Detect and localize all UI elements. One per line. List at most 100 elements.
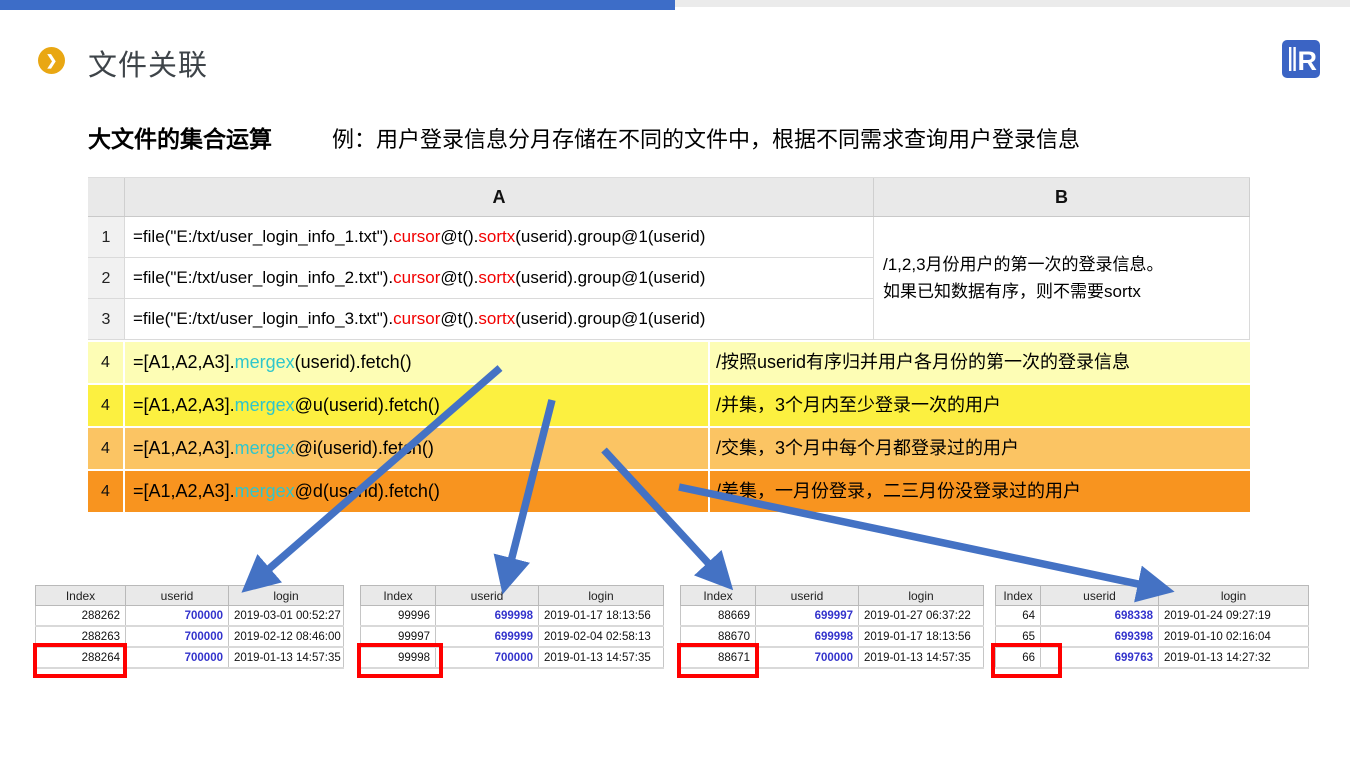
index-cell: 99998 — [360, 646, 436, 669]
table-row: 66 699763 2019-01-13 14:27:32 — [995, 646, 1309, 669]
login-cell: 2019-01-10 02:16:04 — [1158, 625, 1309, 648]
topbar-accent-bar — [0, 0, 675, 10]
code-token: sortx — [478, 227, 516, 246]
spreadsheet-header-row: A B — [88, 177, 1250, 217]
page-title: 文件关联 — [88, 50, 209, 82]
index-cell: 99996 — [360, 605, 436, 627]
highlight-box — [357, 643, 443, 678]
spreadsheet-row: 2 =file("E:/txt/user_login_info_2.txt").c… — [88, 258, 1250, 299]
highlight-box — [991, 643, 1062, 678]
code-token: =[A1,A2,A3]. — [133, 481, 235, 501]
code-token: =[A1,A2,A3]. — [133, 352, 235, 372]
column-header-a: A — [125, 178, 874, 216]
result-table-grid: Index userid login 288262 700000 2019-03-01 0… — [35, 585, 344, 669]
code-token: mergex — [234, 395, 295, 415]
code-token: @i(userid).fetch() — [294, 438, 434, 458]
row-number-cell: 1 — [88, 217, 125, 258]
index-cell: 66 — [995, 646, 1041, 669]
index-cell: 88669 — [680, 605, 756, 627]
code-token: mergex — [234, 438, 295, 458]
login-cell: 2019-01-13 14:57:35 — [538, 646, 664, 669]
table-row: 65 699398 2019-01-10 02:16:04 — [995, 625, 1309, 648]
highlight-box — [677, 643, 759, 678]
chevron-circle-icon: ❯ — [38, 47, 65, 74]
code-token: (userid).group@1(userid) — [515, 268, 706, 287]
login-cell: 2019-01-24 09:27:19 — [1158, 605, 1309, 627]
code-spreadsheet: A B 1 =file("E:/txt/user_login_info_1.txt… — [88, 177, 1250, 512]
table-row: 288264 700000 2019-01-13 14:57:35 — [35, 646, 344, 669]
table-row: 99998 700000 2019-01-13 14:57:35 — [360, 646, 664, 669]
result-table-grid: Index userid login 88669 699997 2019-01-27 06… — [680, 585, 984, 669]
row-number-cell: 3 — [88, 299, 125, 340]
code-cell: =[A1,A2,A3].mergex(userid).fetch() — [125, 342, 710, 383]
code-token: mergex — [234, 481, 295, 501]
table-row: 99997 699999 2019-02-04 02:58:13 — [360, 625, 664, 648]
code-token: @t(). — [440, 309, 479, 328]
comment-cell: /并集，3个月内至少登录一次的用户 — [716, 395, 1002, 415]
userid-cell: 700000 — [125, 625, 229, 648]
code-cell: =file("E:/txt/user_login_info_1.txt").cu… — [125, 217, 874, 258]
code-token: =file("E:/txt/user_login_info_1.txt"). — [133, 227, 394, 246]
userid-cell: 699998 — [435, 605, 539, 627]
userid-cell: 699763 — [1040, 646, 1159, 669]
login-cell: 2019-03-01 00:52:27 — [228, 605, 344, 627]
code-token: =[A1,A2,A3]. — [133, 438, 235, 458]
login-cell: 2019-01-13 14:27:32 — [1158, 646, 1309, 669]
code-token: @u(userid).fetch() — [294, 395, 440, 415]
login-cell: 2019-01-13 14:57:35 — [228, 646, 344, 669]
column-header-b: B — [874, 178, 1250, 216]
login-cell: 2019-01-27 06:37:22 — [858, 605, 984, 627]
bottom-rows-group: 4 =[A1,A2,A3].mergex(userid).fetch()/按照us… — [88, 342, 1250, 512]
index-cell: 64 — [995, 605, 1041, 627]
row-number-cell: 4 — [88, 428, 125, 469]
login-cell: 2019-01-17 18:13:56 — [538, 605, 664, 627]
table-header-row: Index userid login — [35, 585, 344, 606]
table-row: 88669 699997 2019-01-27 06:37:22 — [680, 605, 984, 627]
spreadsheet-row: 4 =[A1,A2,A3].mergex@d(userid).fetch()/差集… — [88, 471, 1250, 512]
code-token: cursor — [393, 309, 441, 328]
table-header-row: Index userid login — [680, 585, 984, 606]
code-token: sortx — [478, 309, 516, 328]
spreadsheet-row: 3 =file("E:/txt/user_login_info_3.txt").c… — [88, 299, 1250, 340]
spreadsheet-row: 1 =file("E:/txt/user_login_info_1.txt").c… — [88, 217, 1250, 258]
login-cell: 2019-01-17 18:13:56 — [858, 625, 984, 648]
spreadsheet-row: 4 =[A1,A2,A3].mergex@u(userid).fetch()/并集… — [88, 385, 1250, 426]
note-line: 如果已知数据有序，则不需要sortx — [883, 282, 1141, 301]
code-cell: =file("E:/txt/user_login_info_3.txt").cu… — [125, 299, 874, 340]
index-cell: 288264 — [35, 646, 126, 669]
column-header: Index — [360, 585, 436, 606]
table-header-row: Index userid login — [360, 585, 664, 606]
result-table: Index userid login 99996 699998 2019-01-17 18… — [360, 585, 664, 669]
code-token: =file("E:/txt/user_login_info_3.txt"). — [133, 309, 394, 328]
column-header: Index — [35, 585, 126, 606]
row-number-cell: 4 — [88, 385, 125, 426]
table-row: 288263 700000 2019-02-12 08:46:00 — [35, 625, 344, 648]
code-token: @d(userid).fetch() — [294, 481, 440, 501]
userid-cell: 699398 — [1040, 625, 1159, 648]
column-header: Index — [680, 585, 756, 606]
column-header: userid — [755, 585, 859, 606]
spreadsheet-row: 4 =[A1,A2,A3].mergex@i(userid).fetch()/交集… — [88, 428, 1250, 469]
userid-cell: 700000 — [125, 646, 229, 669]
userid-cell: 699999 — [435, 625, 539, 648]
column-header: login — [1158, 585, 1309, 606]
code-token: (userid).group@1(userid) — [515, 227, 706, 246]
code-token: cursor — [393, 227, 441, 246]
login-cell: 2019-02-04 02:58:13 — [538, 625, 664, 648]
code-token: sortx — [478, 268, 516, 287]
userid-cell: 700000 — [125, 605, 229, 627]
column-header: userid — [125, 585, 229, 606]
column-header: login — [538, 585, 664, 606]
userid-cell: 698338 — [1040, 605, 1159, 627]
userid-cell: 699997 — [755, 605, 859, 627]
index-cell: 288262 — [35, 605, 126, 627]
highlight-box — [33, 643, 127, 678]
column-header: userid — [435, 585, 539, 606]
svg-text:R: R — [1298, 46, 1318, 76]
code-token: (userid).group@1(userid) — [515, 309, 706, 328]
code-token: @t(). — [440, 268, 479, 287]
table-row: 88671 700000 2019-01-13 14:57:35 — [680, 646, 984, 669]
table-row: 64 698338 2019-01-24 09:27:19 — [995, 605, 1309, 627]
code-token: @t(). — [440, 227, 479, 246]
column-header: userid — [1040, 585, 1159, 606]
